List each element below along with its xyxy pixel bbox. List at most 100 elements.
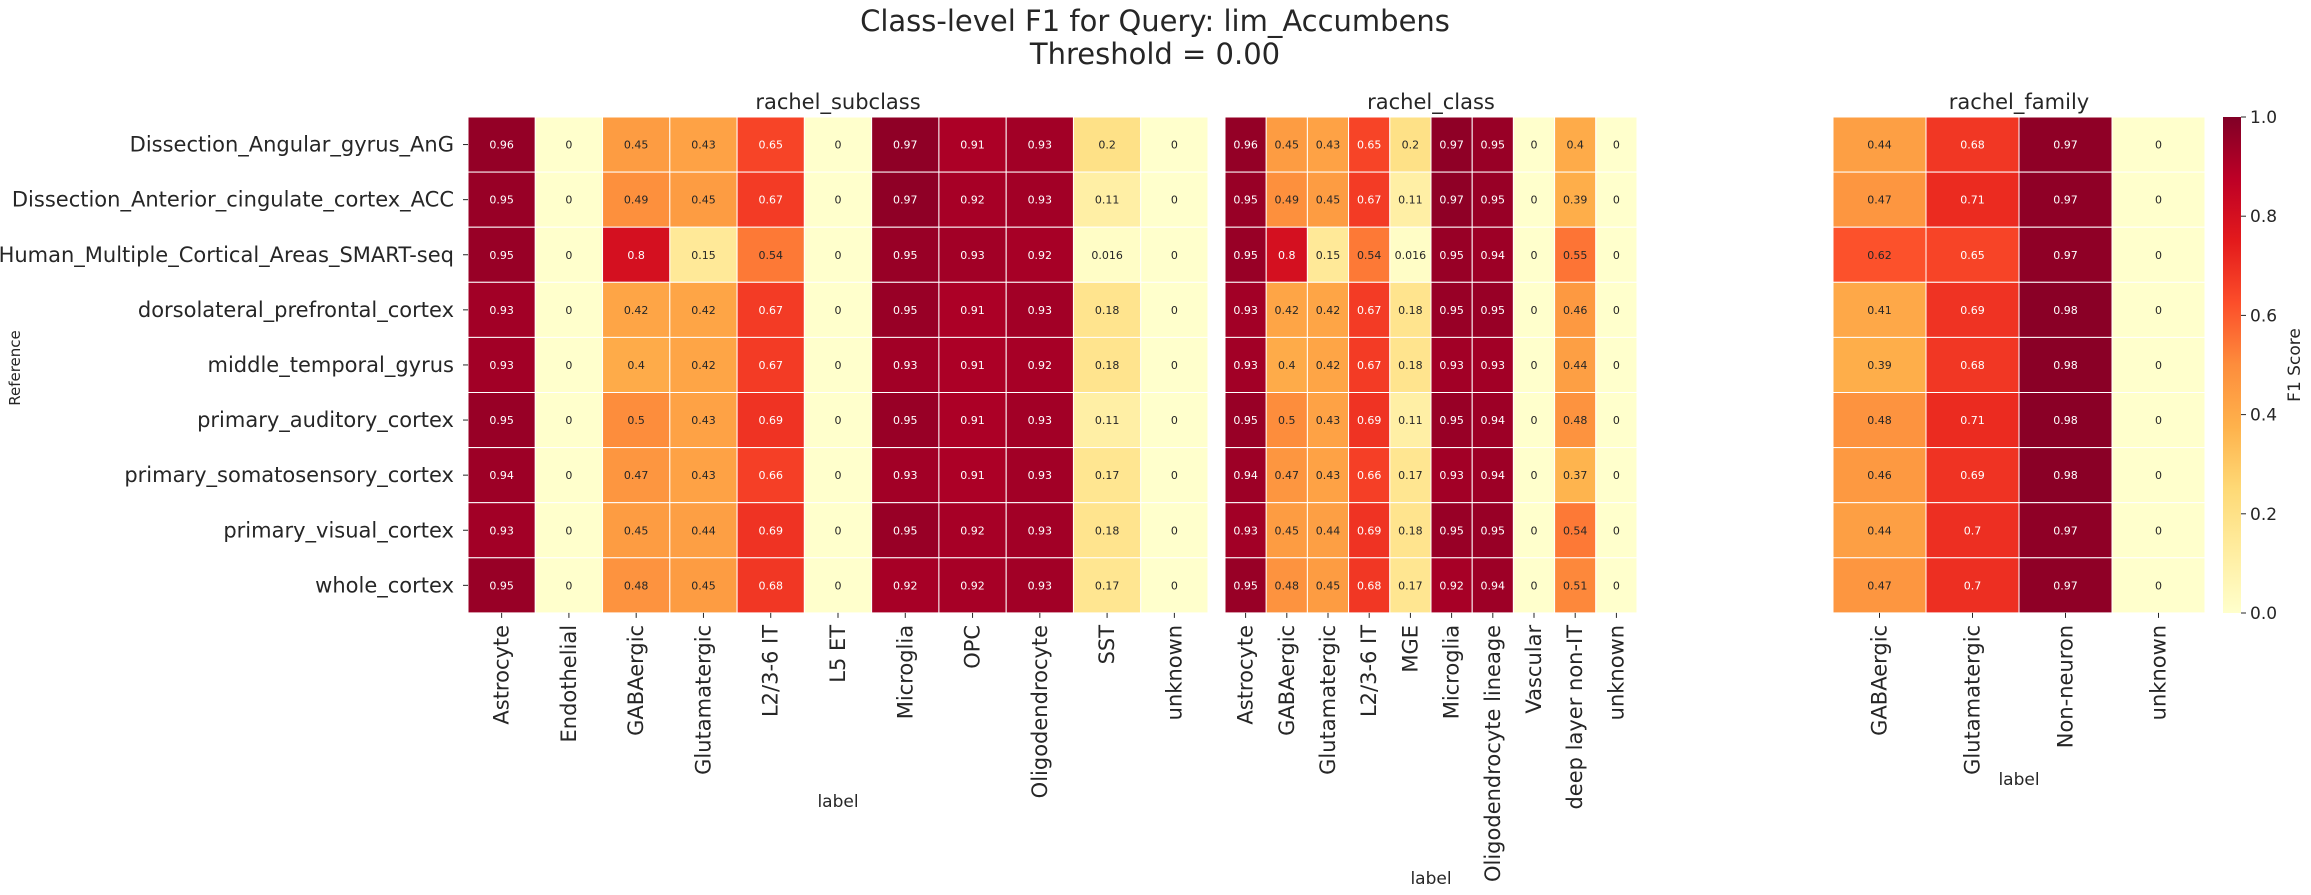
cell-value-label: 0.98 [2053,304,2078,317]
cell-value-label: 0.47 [1867,194,1892,207]
heatmap-cell [803,116,873,173]
heatmap-cell [1072,557,1142,614]
cell-value-label: 0.97 [2053,249,2078,262]
cell-value-label: 0.91 [960,304,985,317]
heatmap-cell [871,226,940,283]
cell-value-label: 0.68 [1960,139,1985,152]
heatmap-cell [602,557,671,614]
cell-value-label: 0.43 [691,414,716,427]
cell-value-label: 0.96 [489,139,514,152]
cell-value-label: 0.98 [2053,359,2078,372]
heatmap-cell [1925,226,2020,283]
cell-value-label: 0 [835,579,842,592]
heatmap-cell [871,281,940,338]
heatmap-cell [1832,447,1927,504]
cell-value-label: 0.2 [1402,139,1420,152]
cell-value-label: 0.97 [1439,194,1464,207]
cell-value-label: 0.91 [960,139,985,152]
cell-value-label: 0.42 [1275,304,1300,317]
x-tick-label: Vascular [1522,625,1546,714]
heatmap-cell [1595,116,1638,173]
cell-value-label: 0 [1171,304,1178,317]
cell-value-label: 0 [835,304,842,317]
cell-value-label: 0.97 [2053,194,2078,207]
cell-value-label: 0.18 [1095,304,1120,317]
heatmap-cell [1072,336,1142,393]
heatmap-cell [1471,392,1514,449]
heatmap-cell [602,226,671,283]
heatmap-cell [2018,116,2113,173]
heatmap-cell [1005,336,1074,393]
cell-value-label: 0.17 [1095,469,1120,482]
cell-value-label: 0.92 [1439,579,1464,592]
row-label: Dissection_Anterior_cingulate_cortex_ACC [12,188,454,213]
heatmap-cell [1005,226,1074,283]
heatmap-cell [467,226,536,283]
cell-value-label: 0 [835,414,842,427]
cell-value-label: 0.54 [1563,524,1588,537]
x-tick-label: GABAergic [1275,625,1299,736]
cell-value-label: 0.45 [691,579,716,592]
cell-value-label: 0 [2155,579,2162,592]
cell-value-label: 0.67 [1357,359,1382,372]
heatmap-cell [2111,392,2206,449]
cell-value-label: 0.11 [1398,414,1423,427]
heatmap-cell [1389,557,1432,614]
row-label: Dissection_Angular_gyrus_AnG [130,133,454,158]
cell-value-label: 0.94 [1481,414,1506,427]
heatmap-cell [736,557,805,614]
heatmap-cell [669,392,738,449]
cell-value-label: 0.48 [1275,579,1300,592]
colorbar-tick-label: 1.0 [2250,108,2277,128]
cell-value-label: 0.18 [1398,304,1423,317]
heatmap-cell [602,281,671,338]
cell-value-label: 0 [835,139,842,152]
heatmap-cell [1595,171,1638,228]
cell-value-label: 0.93 [1028,304,1053,317]
x-tick-label: Endothelial [557,625,581,743]
cell-value-label: 0.67 [758,194,783,207]
panel-rachel_family: rachel_family 0.44 0.68 0.97 0 0.47 0.71 0.97 0 0… [1832,90,2206,790]
cell-value-label: 0.65 [758,139,783,152]
row-labels: Dissection_Angular_gyrus_AnG Dissection_A… [0,133,468,598]
heatmap-cell [803,502,873,559]
heatmap-cell [1306,557,1350,614]
cell-value-label: 0.95 [489,414,514,427]
heatmap-cell [871,447,940,504]
heatmap-cell [1389,336,1432,393]
cell-value-label: 0.97 [893,194,918,207]
cell-value-label: 0.42 [691,304,716,317]
cell-value-label: 0 [2155,139,2162,152]
x-tick-label: Astrocyte [490,625,514,725]
heatmap-cell [938,502,1007,559]
heatmap-cell [2111,336,2206,393]
cell-value-label: 0 [565,139,572,152]
cell-value-label: 0.92 [960,579,985,592]
cell-value-label: 0.45 [624,524,649,537]
cell-value-label: 0.97 [1439,139,1464,152]
cell-value-label: 0.94 [1481,579,1506,592]
cell-value-label: 0.39 [1867,359,1892,372]
cell-value-label: 0.47 [624,469,649,482]
cell-value-label: 0.5 [627,414,645,427]
heatmap-cell [1554,392,1597,449]
heatmap-cell [803,557,873,614]
cell-value-label: 0.37 [1563,469,1588,482]
heatmap-cell [1005,447,1074,504]
heatmap-cell [1140,226,1209,283]
heatmap-cell [2018,226,2113,283]
x-tick-label: unknown [1604,625,1628,720]
cell-value-label: 0.44 [1563,359,1588,372]
heatmap-cell [669,557,738,614]
x-tick-label: SST [1095,625,1119,665]
cell-value-label: 0.66 [758,469,783,482]
heatmap-cell [1348,226,1391,283]
cell-value-label: 0.97 [2053,524,2078,537]
cell-value-label: 0 [1613,249,1620,262]
cell-value-label: 0.45 [1275,524,1300,537]
cell-value-label: 0.48 [624,579,649,592]
panel-title: rachel_subclass [755,90,920,115]
heatmap-cell [1512,336,1556,393]
heatmap-cell [602,447,671,504]
row-label: primary_visual_cortex [223,518,454,543]
